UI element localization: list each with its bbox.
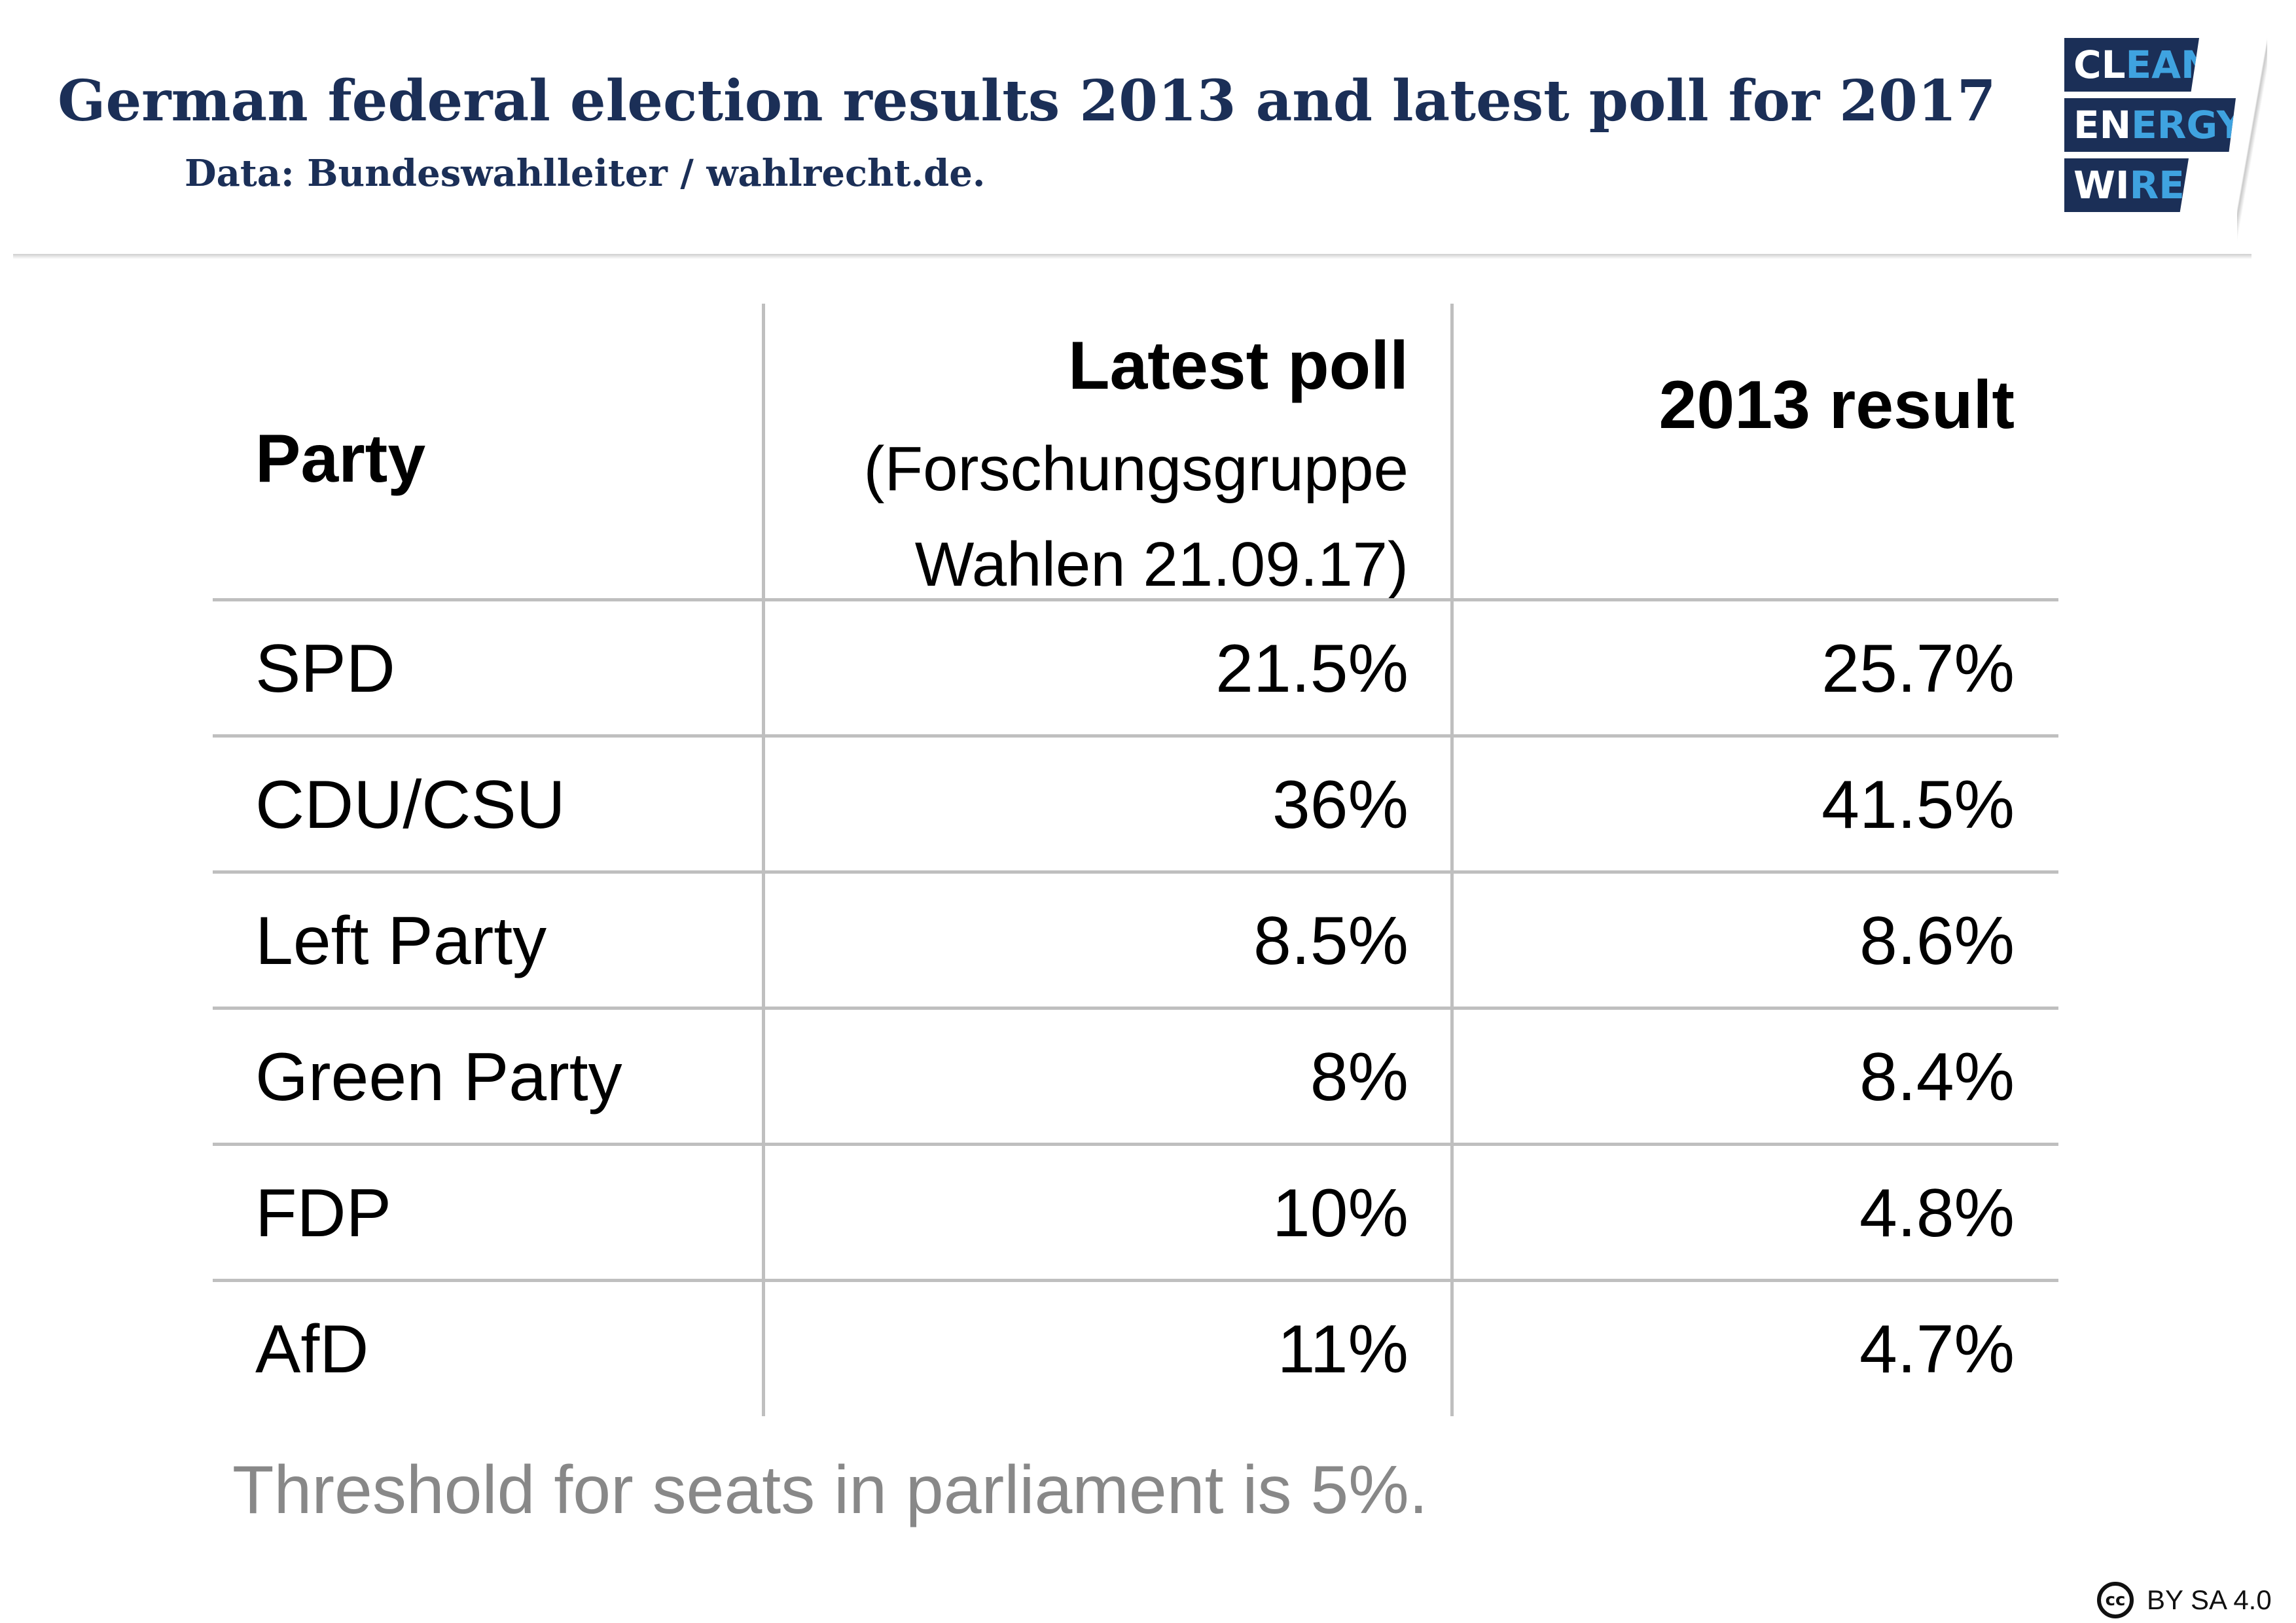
- result-value-cell: 4.7%: [1859, 1311, 2015, 1387]
- party-cell: AfD: [255, 1311, 369, 1387]
- logo-row-wire: WIRE: [2064, 158, 2189, 212]
- header-poll-source: (Forschungsgruppe Wahlen 21.09.17): [863, 434, 1408, 599]
- party-cell: Left Party: [255, 903, 547, 979]
- column-divider: [762, 304, 765, 1416]
- license-badge: cc BY SA 4.0: [2097, 1580, 2272, 1620]
- header-banner: [0, 0, 2265, 254]
- party-cell: FDP: [255, 1175, 391, 1251]
- header-latest-poll: Latest poll: [1067, 328, 1408, 404]
- logo-row-energy: ENERGY: [2064, 98, 2236, 152]
- chart-title: German federal election results 2013 and…: [58, 68, 1996, 134]
- banner-edge: [2237, 0, 2267, 262]
- row-divider: [213, 1279, 2058, 1282]
- result-value-cell: 4.8%: [1859, 1175, 2015, 1251]
- header-party: Party: [255, 421, 426, 497]
- party-cell: CDU/CSU: [255, 767, 565, 843]
- party-cell: SPD: [255, 631, 395, 707]
- logo-row-clean: CLEAN: [2064, 38, 2199, 92]
- party-cell: Green Party: [255, 1039, 622, 1115]
- poll-value-cell: 8.5%: [1253, 903, 1408, 979]
- column-divider: [1450, 304, 1454, 1416]
- result-value-cell: 8.4%: [1859, 1039, 2015, 1115]
- row-divider: [213, 734, 2058, 738]
- clean-energy-wire-logo: CLEAN ENERGY WIRE: [2064, 38, 2236, 215]
- row-divider: [213, 1143, 2058, 1146]
- poll-value-cell: 36%: [1272, 767, 1408, 843]
- poll-value-cell: 8%: [1310, 1039, 1408, 1115]
- row-divider: [213, 870, 2058, 874]
- chart-subtitle: Data: Bundeswahlleiter / wahlrecht.de.: [185, 152, 986, 195]
- result-value-cell: 8.6%: [1859, 903, 2015, 979]
- license-text: BY SA 4.0: [2147, 1584, 2272, 1615]
- result-value-cell: 25.7%: [1821, 631, 2015, 707]
- poll-value-cell: 11%: [1277, 1311, 1408, 1387]
- cc-icon: cc: [2097, 1582, 2134, 1618]
- row-divider: [213, 598, 2058, 601]
- poll-value-cell: 21.5%: [1215, 631, 1408, 707]
- banner-shadow-line: [13, 254, 2251, 259]
- header-2013-result: 2013 result: [1659, 367, 2015, 443]
- result-value-cell: 41.5%: [1821, 767, 2015, 843]
- row-divider: [213, 1007, 2058, 1010]
- threshold-note: Threshold for seats in parliament is 5%.: [232, 1452, 1428, 1528]
- poll-value-cell: 10%: [1272, 1175, 1408, 1251]
